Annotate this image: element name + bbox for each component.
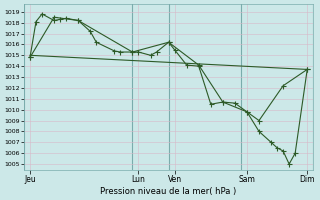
- X-axis label: Pression niveau de la mer( hPa ): Pression niveau de la mer( hPa ): [100, 187, 237, 196]
